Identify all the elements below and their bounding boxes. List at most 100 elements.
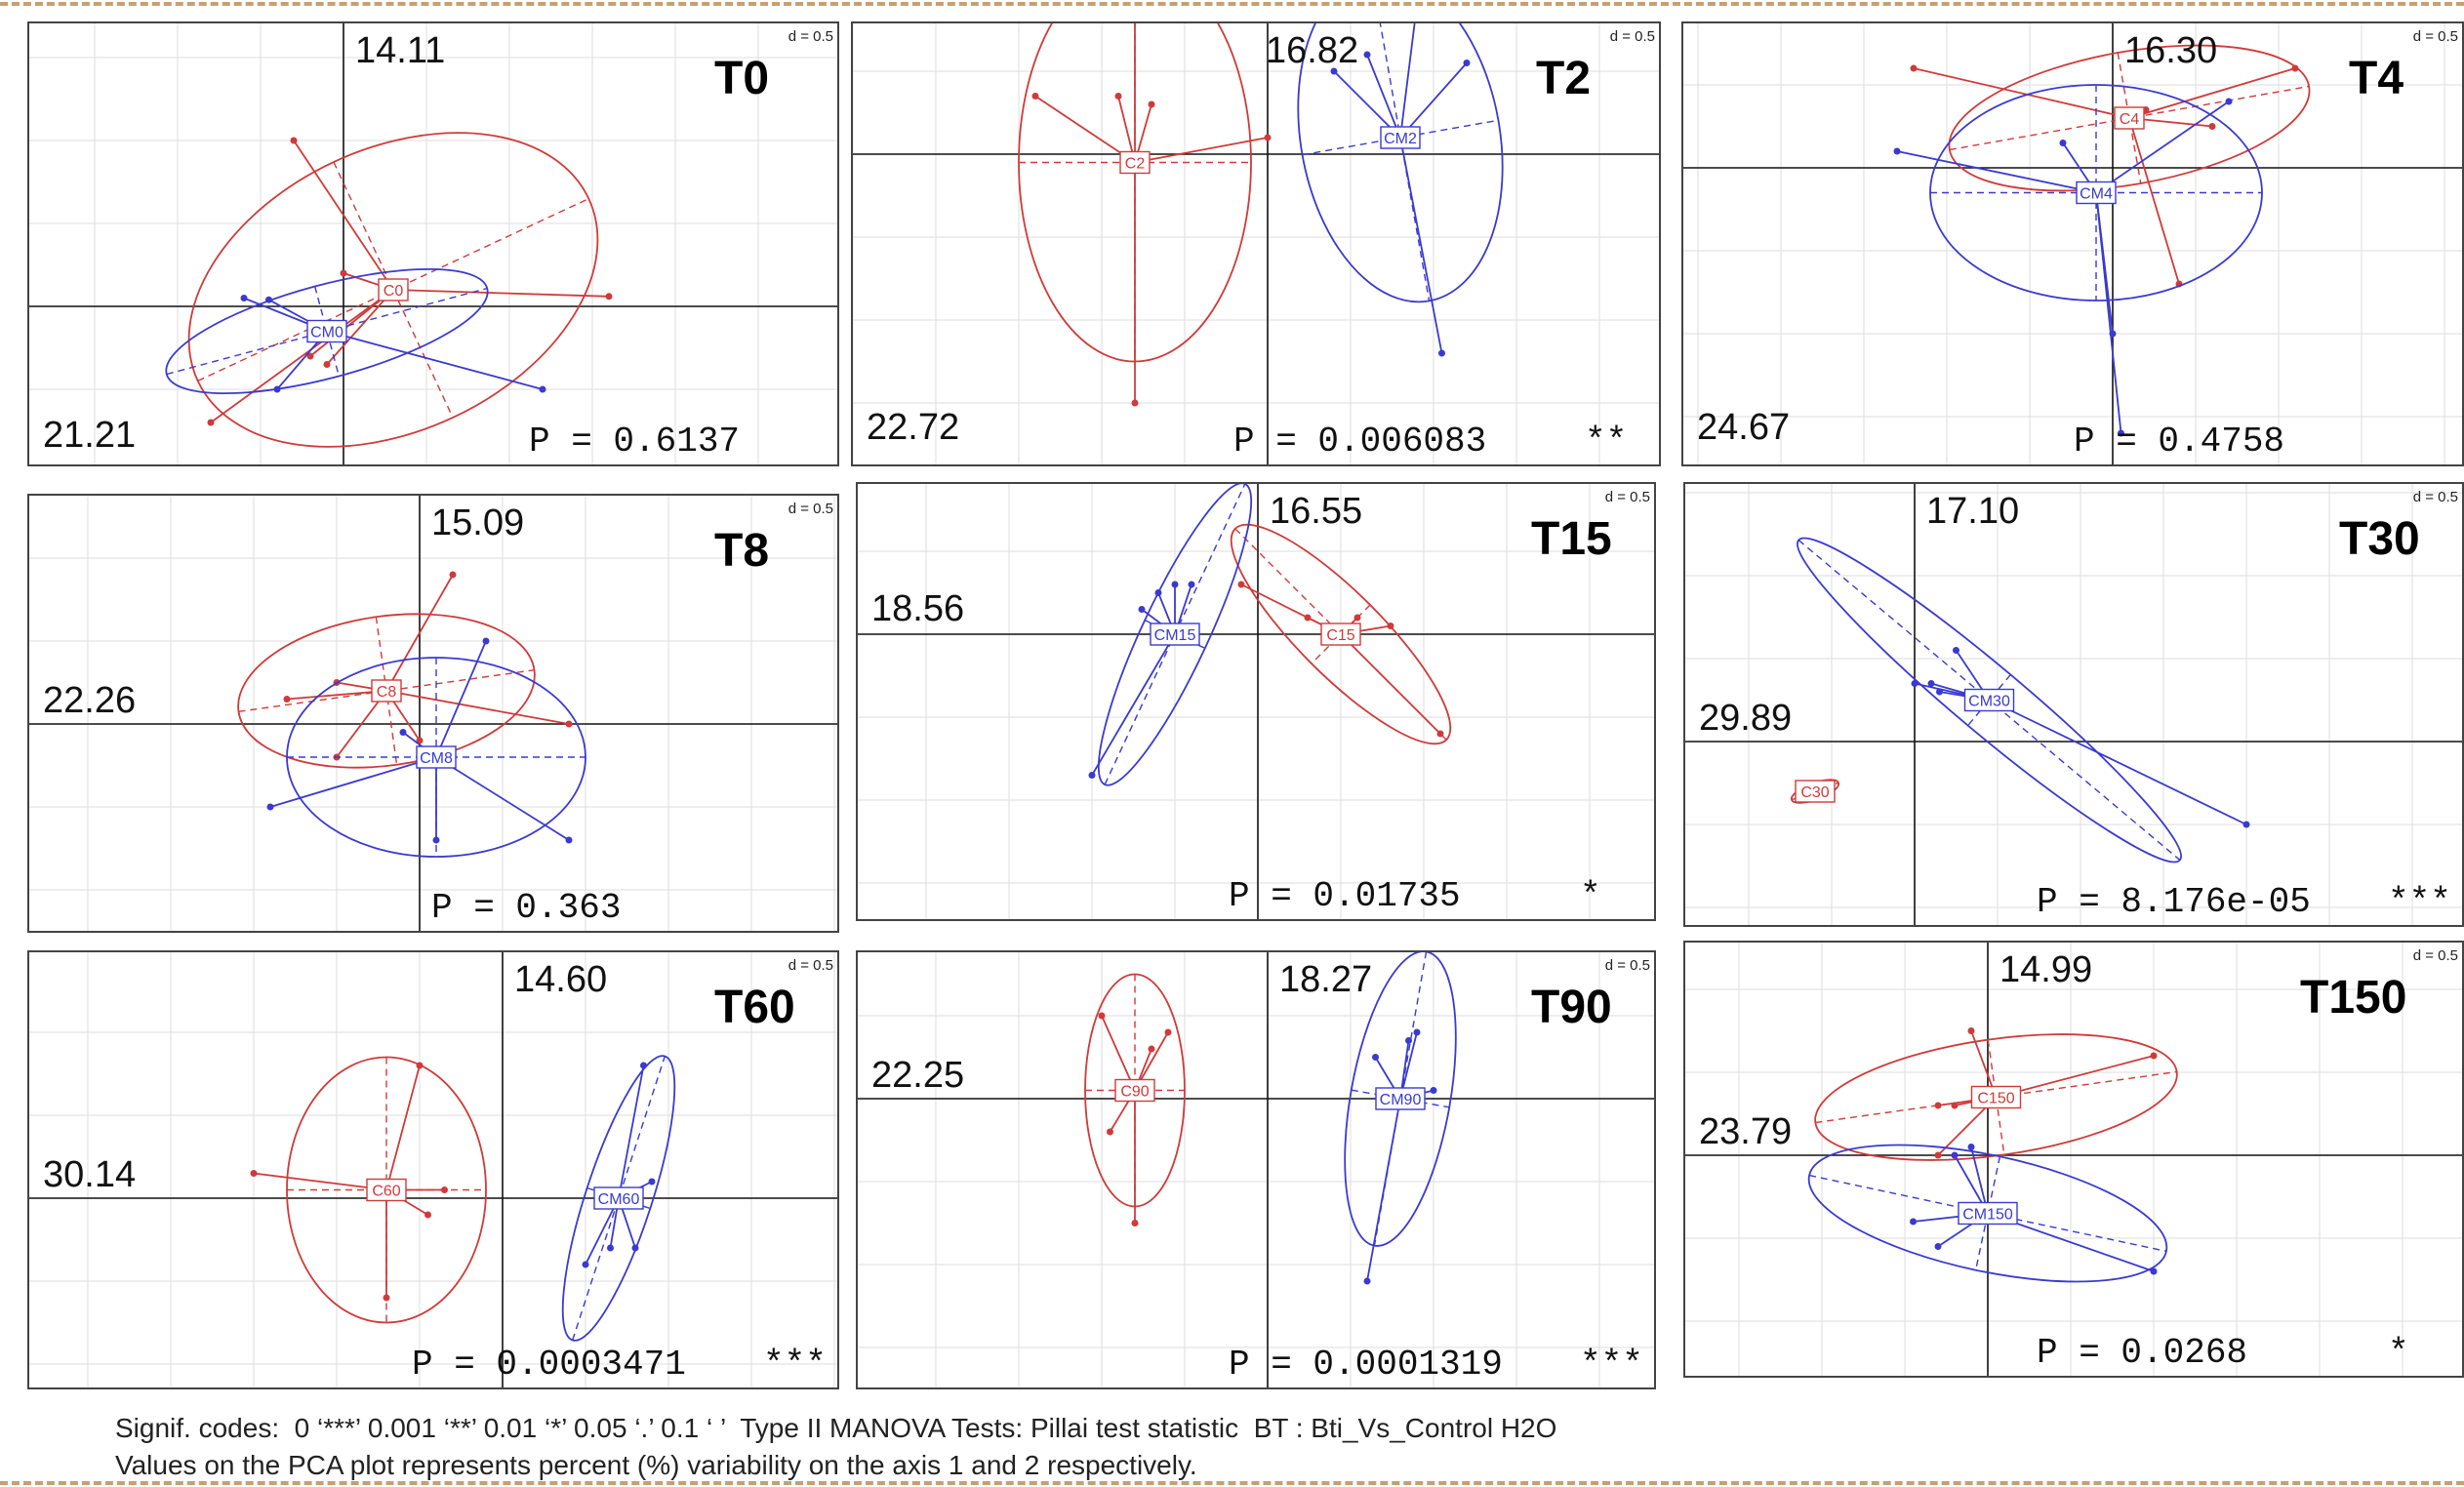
data-point <box>1148 100 1155 108</box>
group-c90: C90 <box>1084 973 1186 1226</box>
group-cm2: CM2 <box>1297 23 1504 357</box>
group-label: CM15 <box>1154 627 1196 644</box>
data-point <box>323 361 331 368</box>
data-point <box>1188 581 1195 588</box>
group-c15: C15 <box>1230 523 1452 745</box>
group-label-box <box>1320 623 1361 646</box>
spoke-line <box>1399 137 1443 354</box>
group-c30: C30 <box>1790 779 1840 804</box>
group-label-box <box>378 278 409 301</box>
pca-plot-svg: C8 CM8 22.26 15.09 T8 d = 0.5 P = 0.363 <box>29 496 837 931</box>
grid-scale-label: d = 0.5 <box>1605 489 1650 505</box>
data-point <box>2208 123 2216 130</box>
spoke-line <box>326 289 394 366</box>
axis-2-variability-label: 14.99 <box>1999 949 2092 990</box>
axis-1-variability-label: 30.14 <box>43 1154 136 1195</box>
data-point <box>1114 93 1122 100</box>
data-point <box>1934 1243 1942 1250</box>
spoke-line <box>2095 192 2114 335</box>
group-label-box <box>1380 126 1421 149</box>
group-cm30: CM30 <box>1797 537 2250 864</box>
axis-2-variability-label: 14.11 <box>355 30 445 71</box>
group-label-box <box>1958 1201 2018 1226</box>
pca-panel-t2: C2 CM2 22.72 16.82 T2 d = 0.5 P = 0.006083 ** <box>851 21 1661 466</box>
data-point <box>1138 606 1146 613</box>
p-value-label: P = 0.006083 <box>1233 422 1486 462</box>
group-label: C15 <box>1326 627 1354 644</box>
data-point <box>266 803 274 811</box>
panel-title: T8 <box>714 525 769 577</box>
data-point <box>383 1294 390 1302</box>
data-point <box>1951 1151 1959 1159</box>
spoke-line <box>618 1065 645 1199</box>
panel-title: T90 <box>1531 982 1612 1033</box>
data-point <box>605 293 613 301</box>
data-point <box>441 1186 448 1193</box>
spoke-line <box>1913 67 2130 119</box>
data-point <box>2242 821 2250 828</box>
panel-title: T0 <box>714 53 769 104</box>
group-label-box <box>1114 1078 1155 1103</box>
data-point <box>1967 1144 1975 1150</box>
pca-panel-t15: C15 CM15 18.56 16.55 T15 d = 0.5 P = 0.01735 * <box>856 482 1656 921</box>
group-label: CM0 <box>310 325 343 342</box>
spoke-line <box>1996 1055 2155 1099</box>
data-point <box>2150 1052 2158 1060</box>
ellipse-major-axis <box>572 1056 666 1341</box>
spoke-line <box>385 1065 421 1190</box>
group-c2: C2 <box>1018 23 1272 407</box>
group-label-box <box>1963 688 2015 712</box>
axis-1-variability-label: 24.67 <box>1697 407 1790 448</box>
data-point <box>432 836 440 844</box>
p-value-label: P = 0.4758 <box>2074 422 2284 462</box>
significance-stars: *** <box>763 1345 827 1385</box>
spoke-line <box>253 1172 387 1191</box>
spoke-line <box>1134 137 1269 164</box>
data-point <box>1148 1045 1155 1053</box>
data-point <box>1098 1012 1106 1020</box>
spoke-line <box>1091 633 1176 776</box>
axis-2-variability-label: 15.09 <box>431 502 524 543</box>
pca-panel-t0: C0 CM0 21.21 14.11 T0 d = 0.5 P = 0.6137 <box>27 21 839 466</box>
data-point <box>1171 581 1179 588</box>
data-point <box>1953 647 1959 654</box>
data-point <box>1405 1037 1412 1044</box>
spoke-line <box>1366 54 1401 139</box>
data-point <box>1934 1102 1942 1109</box>
bottom-border-decoration <box>0 1481 2464 1485</box>
data-point <box>539 385 546 393</box>
pca-panel-t150: C150 CM150 23.79 14.99 T150 d = 0.5 P = 0.0268… <box>1683 941 2464 1378</box>
p-value-label: P = 8.176e-05 <box>2037 882 2311 922</box>
data-point <box>1363 1277 1371 1285</box>
group-label-box <box>366 1178 407 1202</box>
spoke-line <box>293 140 394 291</box>
grid-scale-label: d = 0.5 <box>788 501 833 517</box>
significance-stars: *** <box>2388 882 2451 922</box>
data-point <box>283 696 291 703</box>
spoke-line <box>1034 95 1136 164</box>
significance-stars: ** <box>1585 422 1627 462</box>
data-point <box>1154 589 1162 596</box>
spoke-line <box>286 690 387 701</box>
data-point <box>1372 1054 1379 1061</box>
axis-1-variability-label: 22.72 <box>867 407 959 448</box>
spoke-line <box>269 756 437 808</box>
caption-variability-note: Values on the PCA plot represents percen… <box>115 1450 1197 1480</box>
axis-2-variability-label: 17.10 <box>1926 491 2019 532</box>
group-label: CM2 <box>1384 131 1417 147</box>
group-cm0: CM0 <box>165 267 546 395</box>
group-label: CM90 <box>1380 1092 1422 1108</box>
data-point <box>640 1062 647 1069</box>
data-point <box>1936 688 1943 696</box>
pca-plot-svg: C150 CM150 23.79 14.99 T150 d = 0.5 P = 0.0268… <box>1685 943 2462 1376</box>
group-label: C0 <box>384 283 404 300</box>
data-point <box>240 295 248 301</box>
data-point <box>1387 623 1394 629</box>
data-point <box>1363 51 1371 59</box>
pca-plot-svg: C15 CM15 18.56 16.55 T15 d = 0.5 P = 0.01735 * <box>858 484 1654 919</box>
data-point <box>565 720 573 728</box>
axis-2-variability-label: 14.60 <box>514 959 607 1000</box>
group-label-box <box>1150 623 1200 646</box>
spoke-line <box>1896 150 2097 194</box>
data-point <box>2118 429 2124 437</box>
